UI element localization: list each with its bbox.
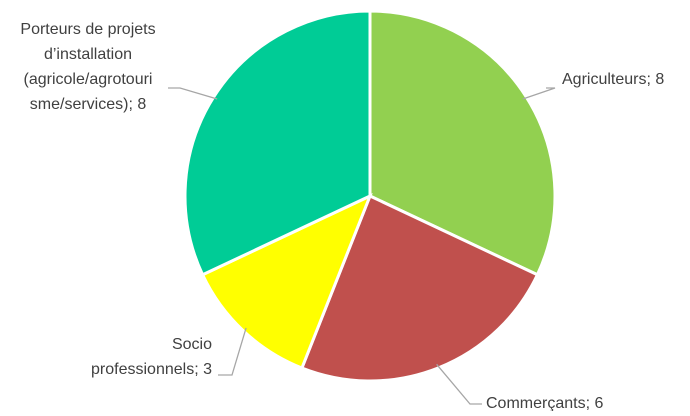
pie-slice — [368, 9, 557, 277]
pie-slice — [183, 9, 372, 277]
leader-line — [436, 363, 482, 405]
pie-slice — [200, 193, 373, 370]
data-label: Socio — [172, 336, 212, 353]
leader-line — [218, 327, 247, 376]
leader-line — [522, 87, 556, 100]
data-label: professionnels; 3 — [91, 361, 212, 378]
data-label: (agricole/agrotouri — [24, 71, 153, 88]
data-label: Commerçants; 6 — [486, 395, 603, 411]
data-label: Porteurs de projets — [20, 21, 155, 38]
data-label: Agriculteurs; 8 — [562, 71, 664, 88]
data-label: d’installation — [44, 46, 132, 63]
data-label: sme/services); 8 — [30, 96, 147, 113]
pie-slice — [299, 193, 540, 383]
leader-line — [168, 87, 218, 100]
